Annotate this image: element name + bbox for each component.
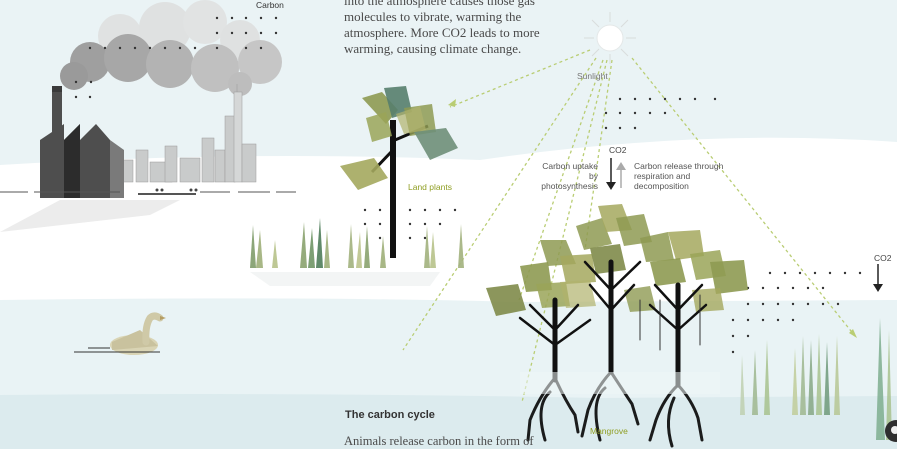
factory xyxy=(40,86,110,198)
floating-action-button[interactable] xyxy=(885,420,897,442)
carbon-dots-land xyxy=(363,208,457,240)
release-label: Carbon release through respiration and d… xyxy=(634,161,724,191)
co2-arrows-center xyxy=(606,158,626,190)
co2-label-center: CO2 xyxy=(609,145,627,155)
duck-icon xyxy=(74,312,166,355)
co2-label-right: CO2 xyxy=(874,253,892,263)
uptake-label: Carbon uptake by photosynthesis xyxy=(541,161,598,191)
mangrove-label: Mangrove xyxy=(590,426,628,436)
land-plants-label: Land plants xyxy=(408,182,452,192)
dot-icon xyxy=(891,426,897,434)
grass-left xyxy=(250,218,464,268)
sun-icon xyxy=(584,12,636,64)
carbon-label: Carbon xyxy=(256,0,284,10)
sunlight-rays xyxy=(402,49,856,403)
co2-arrow-right xyxy=(873,264,883,292)
land-plant-tree xyxy=(340,86,458,258)
section-heading: The carbon cycle xyxy=(345,409,435,421)
sunlight-label: Sunlight xyxy=(577,71,608,81)
carbon-dots-center xyxy=(604,97,717,130)
carbon-dots-left xyxy=(74,16,278,99)
smoke-cloud xyxy=(60,0,282,96)
intro-paragraph: into the atmosphere causes those gas mol… xyxy=(344,0,540,56)
mangrove-trees xyxy=(486,204,748,448)
section-body: Animals release carbon in the form of xyxy=(344,434,534,448)
reeds-right xyxy=(740,318,892,440)
